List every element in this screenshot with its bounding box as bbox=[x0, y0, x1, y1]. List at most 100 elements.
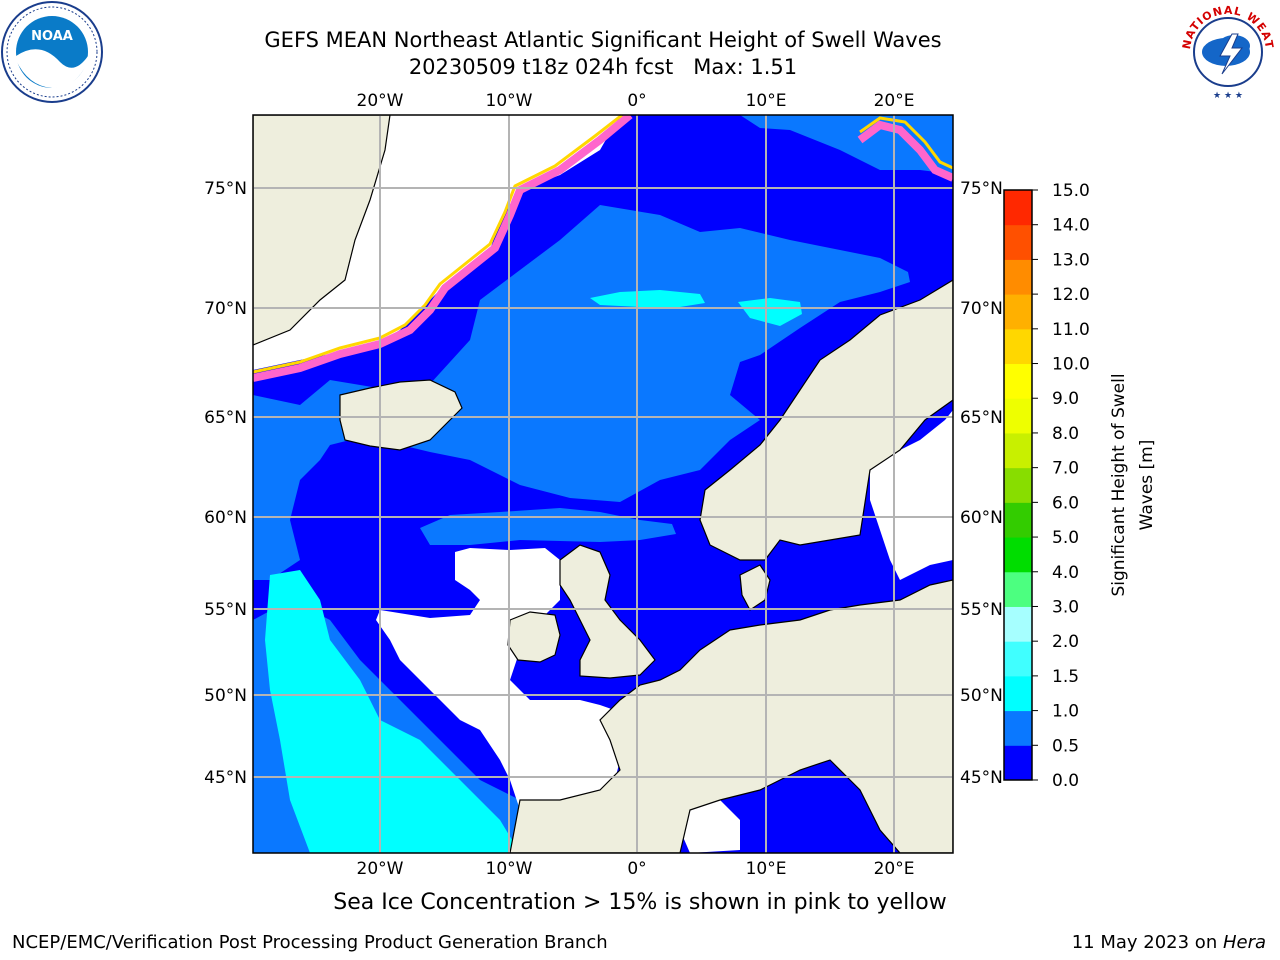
lon-label-bottom: 0° bbox=[627, 859, 646, 879]
swell-band-cyan-atlantic bbox=[265, 570, 520, 853]
colorbar-tick-label: 15.0 bbox=[1052, 181, 1090, 201]
lat-label-left: 60°N bbox=[204, 508, 247, 528]
lat-label-right: 70°N bbox=[960, 299, 1003, 319]
colorbar-swatch bbox=[1004, 641, 1032, 677]
colorbar-tick-label: 5.0 bbox=[1052, 528, 1079, 548]
lon-labels-bottom: 20°W 10°W 0° 10°E 20°E bbox=[357, 859, 915, 879]
colorbar-tick-label: 4.0 bbox=[1052, 563, 1079, 583]
swell-band-cyan-norwegian bbox=[590, 290, 705, 307]
colorbar-tick-label: 1.5 bbox=[1052, 667, 1079, 687]
colorbar-tick-label: 2.0 bbox=[1052, 632, 1079, 652]
lon-label-top: 10°W bbox=[486, 91, 533, 111]
lon-label-top: 20°E bbox=[874, 91, 915, 111]
noaa-logo: NOAA bbox=[1, 1, 103, 103]
colorbar-tick-label: 0.5 bbox=[1052, 736, 1079, 756]
colorbar-tick-label: 14.0 bbox=[1052, 216, 1090, 236]
chart-title: GEFS MEAN Northeast Atlantic Significant… bbox=[264, 28, 942, 52]
footer-host: Hera bbox=[1222, 932, 1266, 953]
colorbar-swatch bbox=[1004, 467, 1032, 503]
land-greenland bbox=[253, 115, 391, 346]
colorbar-tick-label: 9.0 bbox=[1052, 389, 1079, 409]
lat-label-left: 55°N bbox=[204, 600, 247, 620]
lat-label-right: 60°N bbox=[960, 508, 1003, 528]
sea-ice-edge-svalbard bbox=[857, 120, 953, 182]
colorbar-tick-label: 1.0 bbox=[1052, 702, 1079, 722]
colorbar-swatch bbox=[1004, 259, 1032, 295]
sea-ice-edge-greenland bbox=[253, 115, 633, 382]
swell-band-mid-blue bbox=[253, 205, 910, 580]
colorbar-tick-label: 8.0 bbox=[1052, 424, 1079, 444]
map-panel bbox=[253, 115, 953, 853]
sea-ice-edge-greenland-inner bbox=[253, 115, 623, 374]
colorbar-tick-label: 7.0 bbox=[1052, 459, 1079, 479]
lon-label-top: 0° bbox=[627, 91, 646, 111]
colorbar-label-line2: Waves [m] bbox=[1137, 440, 1157, 531]
lat-label-left: 50°N bbox=[204, 686, 247, 706]
colorbar-tick-label: 11.0 bbox=[1052, 320, 1090, 340]
colorbar-tick-label: 6.0 bbox=[1052, 493, 1079, 513]
colorbar-ticks: 0.0 0.5 1.0 1.5 2.0 3.0 4.0 5.0 6.0 7.0 8.0 9.0 10.0… bbox=[1032, 181, 1090, 791]
colorbar-title: Significant Height of Swell Waves [m] bbox=[1109, 373, 1157, 596]
colorbar-tick-label: 0.0 bbox=[1052, 771, 1079, 791]
noaa-logo-text: NOAA bbox=[31, 29, 73, 44]
footer-date: 11 May 2023 on Hera bbox=[1072, 932, 1266, 953]
colorbar-swatch bbox=[1004, 675, 1032, 712]
sea-ice-caption: Sea Ice Concentration > 15% is shown in … bbox=[333, 890, 947, 915]
colorbar-swatch bbox=[1004, 294, 1032, 330]
lat-label-right: 50°N bbox=[960, 686, 1003, 706]
colorbar-swatch bbox=[1004, 745, 1032, 781]
lon-label-bottom: 20°E bbox=[874, 859, 915, 879]
nws-logo-stars: ★ ★ ★ bbox=[1213, 91, 1243, 101]
lon-label-top: 20°W bbox=[357, 91, 404, 111]
lon-labels-top: 20°W 10°W 0° 10°E 20°E bbox=[357, 91, 915, 111]
nws-logo: NATIONAL WEATHER SERVICE ★ ★ ★ bbox=[1176, 0, 1278, 102]
colorbar-swatch bbox=[1004, 190, 1032, 226]
footer-date-prefix: 11 May 2023 on bbox=[1071, 932, 1223, 953]
colorbar-swatch bbox=[1004, 398, 1032, 434]
lat-label-right: 65°N bbox=[960, 408, 1003, 428]
lat-labels-right: 75°N 70°N 65°N 60°N 55°N 50°N 45°N bbox=[960, 179, 1003, 788]
land-ireland bbox=[507, 611, 561, 663]
lat-label-right: 75°N bbox=[960, 179, 1003, 199]
missing-data-britain-west bbox=[376, 548, 620, 830]
missing-data-med bbox=[680, 800, 740, 853]
colorbar-swatch bbox=[1004, 502, 1032, 538]
lat-label-left: 75°N bbox=[204, 179, 247, 199]
colorbar-swatch bbox=[1004, 432, 1032, 469]
footer-credit: NCEP/EMC/Verification Post Processing Pr… bbox=[12, 932, 608, 953]
colorbar bbox=[1003, 189, 1033, 781]
land-scandinavia bbox=[699, 279, 953, 561]
lon-label-bottom: 10°W bbox=[486, 859, 533, 879]
lat-label-right: 45°N bbox=[960, 768, 1003, 788]
colorbar-tick-label: 12.0 bbox=[1052, 285, 1090, 305]
land-iceland bbox=[339, 379, 463, 451]
colorbar-swatch bbox=[1004, 363, 1032, 399]
chart-subtitle: 20230509 t18z 024h fcst Max: 1.51 bbox=[408, 55, 798, 79]
colorbar-tick-label: 3.0 bbox=[1052, 597, 1079, 617]
colorbar-swatch bbox=[1004, 710, 1032, 746]
colorbar-swatch bbox=[1004, 537, 1032, 573]
missing-data-baltic bbox=[870, 410, 953, 580]
colorbar-swatch bbox=[1004, 224, 1032, 260]
sea-ice-edge-svalbard-inner bbox=[859, 116, 953, 170]
lon-label-bottom: 20°W bbox=[357, 859, 404, 879]
lat-label-left: 70°N bbox=[204, 299, 247, 319]
colorbar-frame bbox=[1003, 189, 1033, 781]
colorbar-swatch bbox=[1004, 328, 1032, 365]
swell-band-cyan-lofoten bbox=[738, 298, 802, 326]
graticule bbox=[253, 115, 953, 853]
map-frame bbox=[252, 114, 954, 854]
land-europe bbox=[509, 579, 953, 853]
lon-label-bottom: 10°E bbox=[746, 859, 787, 879]
colorbar-swatch bbox=[1004, 571, 1032, 607]
lat-label-left: 65°N bbox=[204, 408, 247, 428]
lat-label-left: 45°N bbox=[204, 768, 247, 788]
lat-labels-left: 75°N 70°N 65°N 60°N 55°N 50°N 45°N bbox=[204, 179, 247, 788]
colorbar-tick-label: 13.0 bbox=[1052, 250, 1090, 270]
colorbar-swatch bbox=[1004, 606, 1032, 642]
colorbar-tick-label: 10.0 bbox=[1052, 355, 1090, 375]
colorbar-label-line1: Significant Height of Swell bbox=[1109, 373, 1129, 596]
land-britain bbox=[559, 544, 656, 679]
lon-label-top: 10°E bbox=[746, 91, 787, 111]
